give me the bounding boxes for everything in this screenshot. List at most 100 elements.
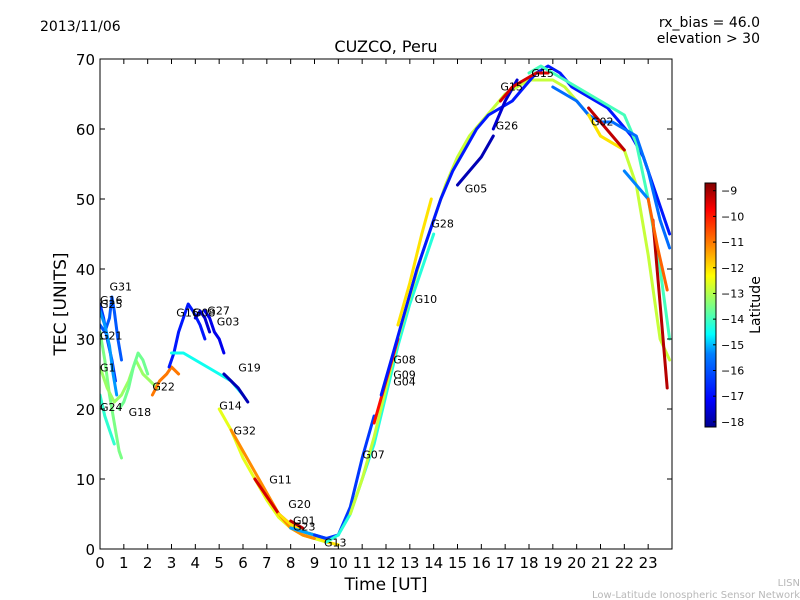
x-tick-label: 9: [310, 554, 320, 572]
series-track: [379, 64, 672, 397]
x-tick-label: 0: [95, 554, 105, 572]
x-tick-label: 22: [615, 554, 634, 572]
prn-label: G13: [324, 537, 347, 550]
y-tick-label: 0: [85, 541, 95, 559]
x-tick-label: 13: [400, 554, 419, 572]
series-track: [646, 197, 669, 292]
series-track: [289, 519, 305, 530]
x-tick-label: 11: [353, 554, 372, 572]
prn-label: G23: [293, 521, 316, 534]
series-track: [587, 106, 626, 152]
y-tick-label: 30: [76, 331, 95, 349]
prn-label: G14: [219, 400, 242, 413]
prn-label: G28: [431, 218, 454, 231]
prn-label: G09: [393, 369, 416, 382]
series-track: [117, 351, 150, 411]
colorbar-tick-label: −18: [721, 416, 744, 429]
prn-label: G04: [393, 376, 416, 389]
tec-tracks: [100, 64, 672, 547]
prn-label: G08: [393, 353, 416, 366]
x-tick-label: 18: [519, 554, 538, 572]
colorbar: [704, 182, 717, 428]
footer-network: Low-Latitude Ionospheric Sensor Network: [592, 590, 800, 600]
series-track: [396, 197, 433, 327]
x-axis: 0 1 2 3 4 5 6 7 8 9 10 11 12 13 14 15 16 17 18 19 20 21 22 23: [95, 59, 658, 572]
prn-label: G21: [100, 330, 123, 343]
prn-label: G20: [288, 498, 311, 511]
y-tick-label: 10: [76, 471, 95, 489]
colorbar-tick-label: −9: [721, 185, 737, 198]
colorbar-tick-label: −13: [721, 287, 744, 300]
colorbar-tick-label: −14: [721, 313, 744, 326]
chart-title: CUZCO, Peru: [334, 37, 437, 56]
series-track: [551, 85, 672, 250]
y-tick-label: 50: [76, 191, 95, 209]
elevation-annotation: elevation > 30: [657, 31, 760, 47]
colorbar-tick-label: −15: [721, 339, 744, 352]
prn-label: G11: [269, 474, 292, 487]
prn-label: G25: [100, 298, 123, 311]
x-tick-label: 21: [591, 554, 610, 572]
prn-label: G18: [129, 406, 152, 419]
x-tick-label: 3: [167, 554, 177, 572]
prn-label: G31: [110, 281, 133, 294]
x-tick-label: 19: [543, 554, 562, 572]
x-tick-label: 15: [448, 554, 467, 572]
x-tick-label: 16: [472, 554, 491, 572]
x-tick-label: 4: [191, 554, 201, 572]
prn-label: G07: [362, 449, 385, 462]
x-tick-label: 6: [238, 554, 248, 572]
x-tick-label: 7: [262, 554, 272, 572]
y-tick-label: 60: [76, 121, 95, 139]
prn-label: G01: [293, 514, 316, 527]
prn-label: G19: [238, 362, 261, 375]
x-tick-label: 5: [214, 554, 224, 572]
prn-label: G16: [176, 306, 199, 319]
y-tick-label: 40: [76, 261, 95, 279]
series-track: [167, 302, 207, 369]
x-tick-label: 20: [567, 554, 586, 572]
series-track: [100, 393, 116, 446]
colorbar-tick-label: −11: [721, 236, 744, 249]
series-track: [203, 309, 226, 355]
prn-label: G26: [496, 120, 519, 133]
y-tick-label: 70: [76, 51, 95, 69]
prn-label: G32: [234, 425, 257, 438]
prn-label: G22: [152, 381, 175, 394]
x-tick-label: 23: [639, 554, 658, 572]
date-label: 2013/11/06: [40, 19, 121, 35]
prn-label: G1: [100, 362, 116, 375]
prn-label: G02: [591, 115, 614, 128]
series-track: [498, 71, 550, 103]
colorbar-tick-label: −12: [721, 262, 744, 275]
series-track: [100, 330, 123, 460]
y-axis-label: TEC [UNITS]: [51, 252, 71, 356]
prn-label: G24: [100, 401, 123, 414]
prn-label: G10: [415, 293, 438, 306]
prn-label: G27: [207, 304, 230, 317]
prn-label: G08: [193, 306, 216, 319]
x-tick-label: 10: [329, 554, 348, 572]
prn-label: G03: [217, 316, 240, 329]
colorbar-axis: −9 −10 −11 −12 −13 −14 −15 −16 −17 −18: [713, 185, 744, 429]
x-axis-label: Time [UT]: [343, 575, 427, 595]
colorbar-tick-label: −10: [721, 210, 744, 223]
prn-label: G15: [531, 67, 554, 80]
rx-bias-annotation: rx_bias = 46.0: [659, 15, 760, 31]
series-track: [587, 113, 626, 152]
x-tick-label: 14: [424, 554, 443, 572]
series-track: [100, 309, 119, 397]
prn-label: G15: [500, 80, 523, 93]
x-tick-label: 1: [119, 554, 129, 572]
x-tick-label: 17: [496, 554, 515, 572]
series-track: [324, 232, 436, 544]
series-track: [193, 309, 212, 334]
colorbar-label: Latitude: [748, 276, 764, 334]
series-track: [651, 218, 669, 390]
colorbar-tick-label: −17: [721, 390, 744, 403]
series-track: [313, 414, 376, 540]
series-track: [150, 365, 181, 397]
